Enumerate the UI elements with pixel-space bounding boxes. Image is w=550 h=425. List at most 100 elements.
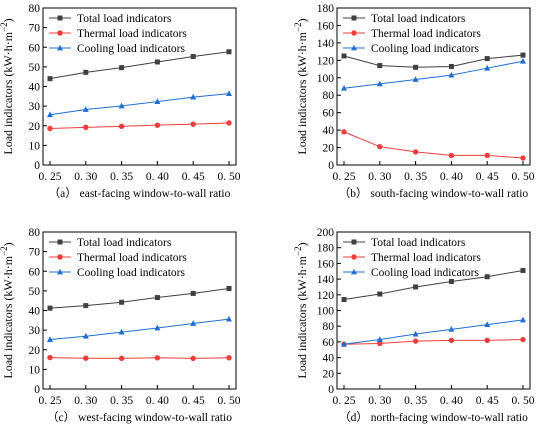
series-line: [343, 269, 524, 301]
chart-panel-d: 0 20 40 60 80 100 120 140 160 180 200 0. 25 0. 30 0. …: [293, 227, 535, 424]
data-point: [484, 64, 491, 71]
y-tick-label: 20: [323, 143, 335, 155]
data-point: [412, 76, 419, 82]
data-point: [190, 355, 196, 362]
y-axis-label-exponent: −2: [293, 246, 303, 256]
data-point: [154, 355, 161, 361]
series-1: [341, 52, 526, 70]
data-point: [47, 76, 53, 82]
y-axis-label-text: Load indicators (kW·h·m: [295, 255, 309, 378]
y-tick-label: 20: [29, 121, 41, 133]
y-tick-label: 180: [317, 243, 335, 255]
series-1: [47, 49, 232, 82]
data-point: [412, 149, 419, 155]
legend-marker: [351, 239, 357, 245]
data-point: [82, 106, 89, 112]
legend: Total load indicators Thermal load indica…: [49, 237, 187, 279]
data-point: [377, 143, 383, 150]
legend-marker: [57, 268, 63, 275]
data-point: [47, 125, 53, 132]
y-tick-label: 10: [29, 140, 41, 152]
y-axis-label-text: Load indicators (kW·h·m: [1, 31, 15, 154]
y-axis-label-exponent: −2: [293, 22, 303, 32]
data-point: [47, 354, 53, 361]
legend-label: Cooling load indicators: [77, 267, 185, 279]
data-point: [118, 123, 125, 130]
series-2: [341, 336, 526, 347]
x-tick-label: 0. 25: [333, 395, 356, 407]
data-point: [83, 355, 89, 361]
legend-marker: [351, 44, 357, 51]
data-point: [226, 355, 232, 361]
legend-marker: [351, 254, 357, 260]
series-1: [341, 267, 526, 303]
y-tick-label: 40: [29, 82, 41, 94]
series-3: [47, 90, 232, 118]
data-point: [413, 64, 419, 70]
data-point: [377, 291, 383, 297]
y-axis-label: Load indicators (kW·h·m−2): [293, 18, 309, 154]
data-point: [226, 315, 232, 322]
data-point: [484, 337, 490, 344]
legend-marker: [351, 30, 357, 36]
y-axis-label: Load indicators (kW·h·m−2): [0, 242, 15, 378]
series-line: [49, 288, 230, 309]
y-tick-label: 40: [29, 306, 41, 318]
y-tick-label: 10: [29, 364, 41, 376]
x-tick-label: 0. 50: [512, 395, 535, 407]
y-axis-label-close: ): [1, 242, 15, 246]
series-3: [47, 315, 232, 342]
data-point: [119, 65, 125, 71]
y-tick-label: 120: [317, 290, 335, 302]
panel-caption: （d） north-facing window-to-wall ratio: [339, 411, 528, 424]
x-tick-label: 0. 30: [368, 171, 391, 183]
legend-marker: [57, 30, 63, 36]
y-tick-label: 80: [29, 227, 41, 239]
y-axis-label-text: Load indicators (kW·h·m: [295, 31, 309, 154]
series-2: [341, 129, 526, 161]
panel-caption: （c） west-facing window-to-wall ratio: [47, 411, 232, 424]
y-tick-label: 40: [323, 125, 335, 137]
y-axis-label: Load indicators (kW·h·m−2): [293, 242, 309, 378]
panel-caption: （a） east-facing window-to-wall ratio: [49, 187, 231, 200]
data-point: [341, 53, 347, 59]
y-tick-label: 70: [29, 23, 41, 35]
y-tick-label: 0: [328, 384, 334, 396]
series-line: [343, 131, 524, 159]
data-point: [412, 330, 419, 337]
y-axis-label: Load indicators (kW·h·m−2): [0, 18, 15, 154]
y-tick-label: 200: [317, 227, 335, 239]
x-tick-label: 0. 45: [182, 171, 205, 183]
legend-label: Thermal load indicators: [371, 28, 481, 40]
data-point: [47, 336, 53, 342]
data-point: [448, 71, 455, 78]
x-tick-label: 0. 30: [74, 395, 97, 407]
x-tick-label: 0. 40: [146, 395, 169, 407]
y-tick-label: 160: [317, 258, 335, 270]
panel-caption: （b） south-facing window-to-wall ratio: [339, 187, 529, 200]
legend-label: Total load indicators: [77, 237, 172, 249]
data-point: [226, 286, 232, 292]
data-point: [341, 84, 347, 91]
series-2: [47, 354, 232, 362]
legend-marker: [351, 15, 357, 21]
y-tick-label: 70: [29, 247, 41, 259]
series-3: [341, 316, 526, 347]
y-tick-label: 180: [317, 3, 335, 15]
y-tick-label: 0: [34, 160, 40, 172]
data-point: [484, 56, 490, 62]
y-tick-label: 160: [317, 20, 335, 32]
y-tick-label: 100: [317, 73, 335, 85]
legend: Total load indicators Thermal load indica…: [49, 13, 187, 55]
data-point: [154, 295, 160, 301]
y-axis-label-close: ): [295, 242, 309, 246]
data-point: [118, 355, 125, 362]
x-tick-label: 0. 30: [74, 171, 97, 183]
data-point: [83, 69, 89, 75]
x-tick-label: 0. 45: [182, 395, 205, 407]
legend-marker: [351, 268, 357, 275]
data-point: [377, 340, 383, 347]
x-tick-label: 0. 35: [404, 171, 427, 183]
data-point: [47, 305, 53, 311]
